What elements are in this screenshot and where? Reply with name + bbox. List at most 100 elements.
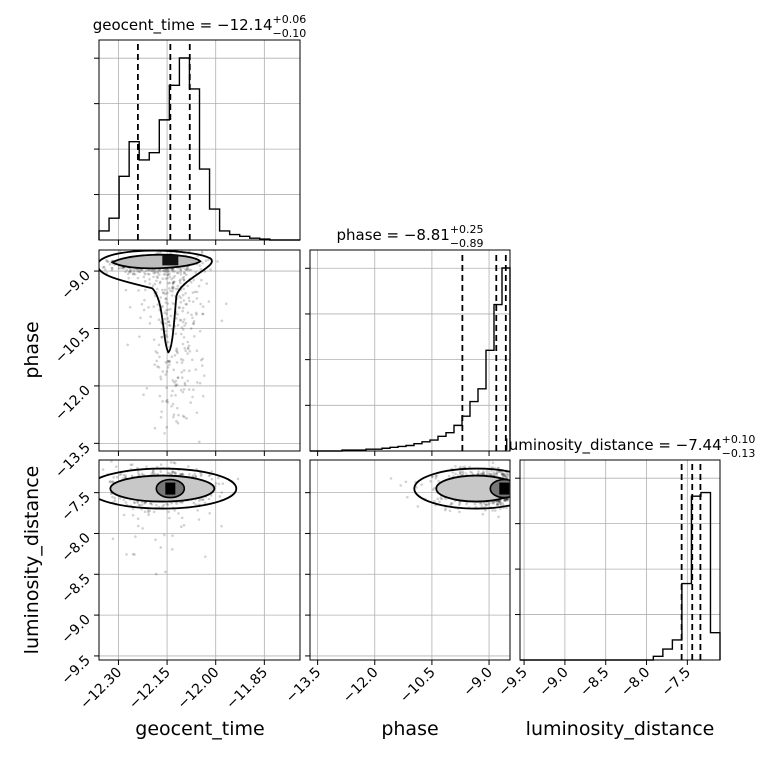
sample-point	[501, 472, 504, 476]
sample-point	[141, 527, 144, 530]
sample-point	[192, 501, 196, 505]
sample-point	[167, 287, 171, 290]
sample-point	[176, 406, 179, 410]
sample-point	[95, 263, 98, 266]
sample-point	[439, 496, 443, 500]
sample-point	[176, 376, 180, 379]
sample-point	[204, 236, 207, 239]
sample-point	[218, 495, 222, 498]
sample-point	[139, 316, 142, 320]
sample-point	[159, 270, 162, 273]
sample-point	[189, 401, 192, 404]
sample-point	[182, 243, 185, 246]
sample-point	[207, 497, 211, 501]
sample-point	[492, 472, 496, 476]
sample-point	[484, 502, 488, 506]
sample-point	[162, 269, 166, 273]
sample-point	[450, 502, 454, 505]
sample-point	[502, 472, 506, 475]
sample-point	[191, 474, 194, 478]
sample-point	[140, 472, 144, 476]
sample-point	[167, 270, 170, 274]
sample-point	[199, 498, 203, 501]
sample-point	[179, 319, 183, 322]
sample-point	[188, 349, 192, 353]
sample-point	[105, 271, 108, 275]
sample-point	[170, 294, 174, 297]
x-tick-label: −9.5	[496, 665, 531, 700]
sample-point	[495, 472, 499, 476]
sample-point	[175, 347, 179, 350]
sample-point	[165, 502, 169, 506]
sample-point	[186, 347, 190, 351]
sample-point	[444, 507, 447, 510]
sample-point	[201, 394, 205, 398]
sample-point	[183, 415, 186, 419]
sample-point	[153, 426, 157, 430]
sample-point	[170, 267, 174, 271]
sample-point	[118, 250, 122, 253]
sample-point	[434, 474, 438, 478]
sample-point	[200, 364, 204, 367]
sample-point	[171, 281, 175, 284]
sample-point	[162, 291, 166, 295]
sample-point	[461, 470, 464, 473]
sample-point	[495, 503, 499, 506]
sample-point	[170, 355, 174, 359]
sample-point	[201, 235, 204, 238]
sample-point	[143, 502, 146, 505]
sample-point	[189, 268, 193, 272]
sample-point	[506, 473, 510, 477]
sample-point	[174, 471, 177, 475]
sample-point	[137, 473, 140, 476]
sample-point	[169, 314, 173, 318]
sample-point	[186, 284, 190, 288]
sample-point	[136, 269, 139, 273]
sample-point	[160, 410, 163, 413]
sample-point	[179, 242, 182, 245]
sample-point	[148, 322, 152, 325]
sample-point	[176, 351, 179, 355]
sample-point	[201, 305, 205, 308]
sample-point	[140, 302, 144, 306]
sample-point	[171, 281, 175, 285]
sample-point	[198, 440, 201, 444]
sample-point	[171, 534, 174, 537]
sample-point	[209, 494, 213, 497]
sample-point	[151, 232, 154, 235]
sample-point	[181, 309, 184, 313]
sample-point	[479, 472, 483, 476]
sample-point	[136, 466, 139, 470]
sample-point	[194, 368, 198, 371]
sample-point	[389, 477, 393, 480]
sample-point	[496, 500, 499, 503]
sample-point	[174, 393, 177, 397]
sample-point	[458, 510, 461, 514]
sample-point	[499, 502, 503, 506]
sample-point	[181, 276, 185, 280]
sample-point	[182, 271, 186, 274]
sample-point	[481, 512, 485, 516]
sample-point	[498, 500, 501, 504]
sample-point	[181, 328, 185, 331]
sample-point	[138, 504, 142, 507]
sample-point	[468, 465, 471, 469]
sample-point	[485, 457, 488, 460]
sample-point	[429, 480, 432, 483]
sample-point	[146, 272, 150, 276]
sample-point	[449, 502, 453, 505]
sample-point	[142, 308, 146, 312]
sample-point	[171, 470, 174, 473]
sample-point	[105, 260, 109, 263]
sample-point	[137, 289, 140, 292]
sample-point	[161, 505, 164, 508]
sample-point	[148, 278, 151, 281]
sample-point	[142, 275, 146, 279]
sample-point	[151, 284, 155, 288]
sample-point	[191, 291, 195, 294]
sample-point	[195, 290, 199, 294]
sample-point	[154, 538, 157, 541]
sample-point	[190, 244, 193, 247]
panel-frame-phase	[309, 249, 511, 452]
sample-point	[166, 340, 170, 344]
